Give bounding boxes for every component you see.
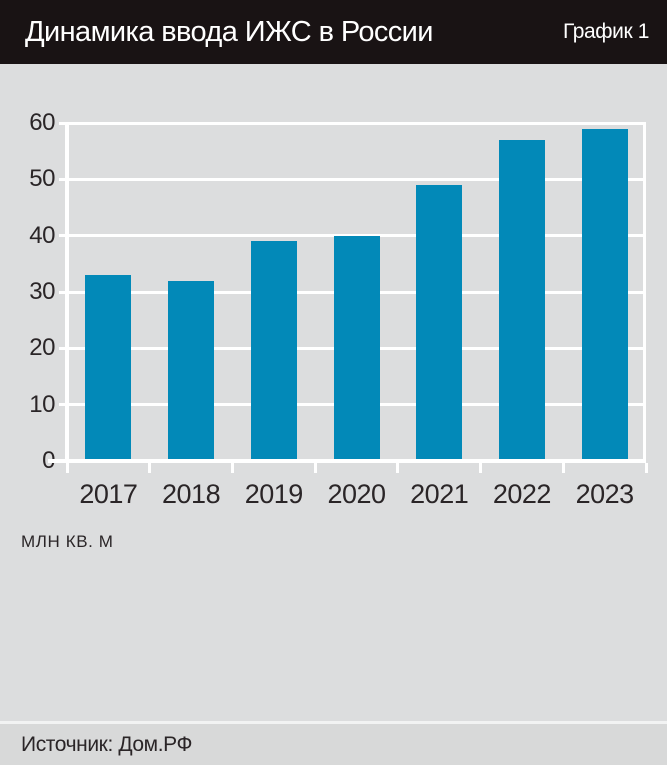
gridline-50 xyxy=(59,177,646,181)
y-tick-label-30: 30 xyxy=(29,278,55,305)
x-axis-tick xyxy=(313,463,317,473)
x-axis-line xyxy=(48,459,646,463)
x-axis-tick xyxy=(561,463,565,473)
x-axis-tick xyxy=(396,463,400,473)
bar-chart-plot-area xyxy=(48,121,648,473)
y-tick-label-10: 10 xyxy=(29,390,55,418)
bar-2022 xyxy=(498,139,545,461)
chart-title: Динамика ввода ИЖС в России xyxy=(25,15,433,48)
y-axis-unit-label: млн кв. м xyxy=(21,532,114,551)
x-tick-label-2017: 2017 xyxy=(79,479,138,509)
y-tick-label-60: 60 xyxy=(29,109,55,136)
x-tick-label-2020: 2020 xyxy=(327,479,386,509)
x-tick-label-2022: 2022 xyxy=(492,479,552,509)
bar-2019 xyxy=(250,241,297,461)
bar-2021 xyxy=(416,184,463,461)
footer-divider xyxy=(0,721,667,724)
chart-number-label: График 1 xyxy=(562,20,649,43)
y-tick-label-40: 40 xyxy=(29,221,55,249)
x-axis-tick xyxy=(148,463,152,473)
y-tick-label-50: 50 xyxy=(29,165,55,193)
bar-2018 xyxy=(168,280,215,461)
y-tick-label-20: 20 xyxy=(29,334,55,362)
bar-2023 xyxy=(581,128,628,461)
y-axis-line xyxy=(65,123,69,461)
x-axis-tick xyxy=(65,463,69,473)
x-tick-label-2023: 2023 xyxy=(575,479,635,509)
chart-header: Динамика ввода ИЖС в России График 1 xyxy=(0,0,667,64)
bar-2017 xyxy=(85,275,132,461)
source-label: Источник: Дом.РФ xyxy=(21,732,193,756)
x-axis-tick xyxy=(230,463,234,473)
x-tick-label-2019: 2019 xyxy=(244,479,304,509)
x-tick-label-2021: 2021 xyxy=(410,479,469,509)
x-axis-tick xyxy=(479,463,483,473)
x-tick-label-2018: 2018 xyxy=(162,479,221,509)
chart-footer: Источник: Дом.РФ xyxy=(0,724,667,765)
bar-2020 xyxy=(333,235,380,461)
x-axis-tick xyxy=(644,463,648,473)
y-tick-label-0: 0 xyxy=(0,447,55,475)
gridline-60 xyxy=(59,121,646,125)
